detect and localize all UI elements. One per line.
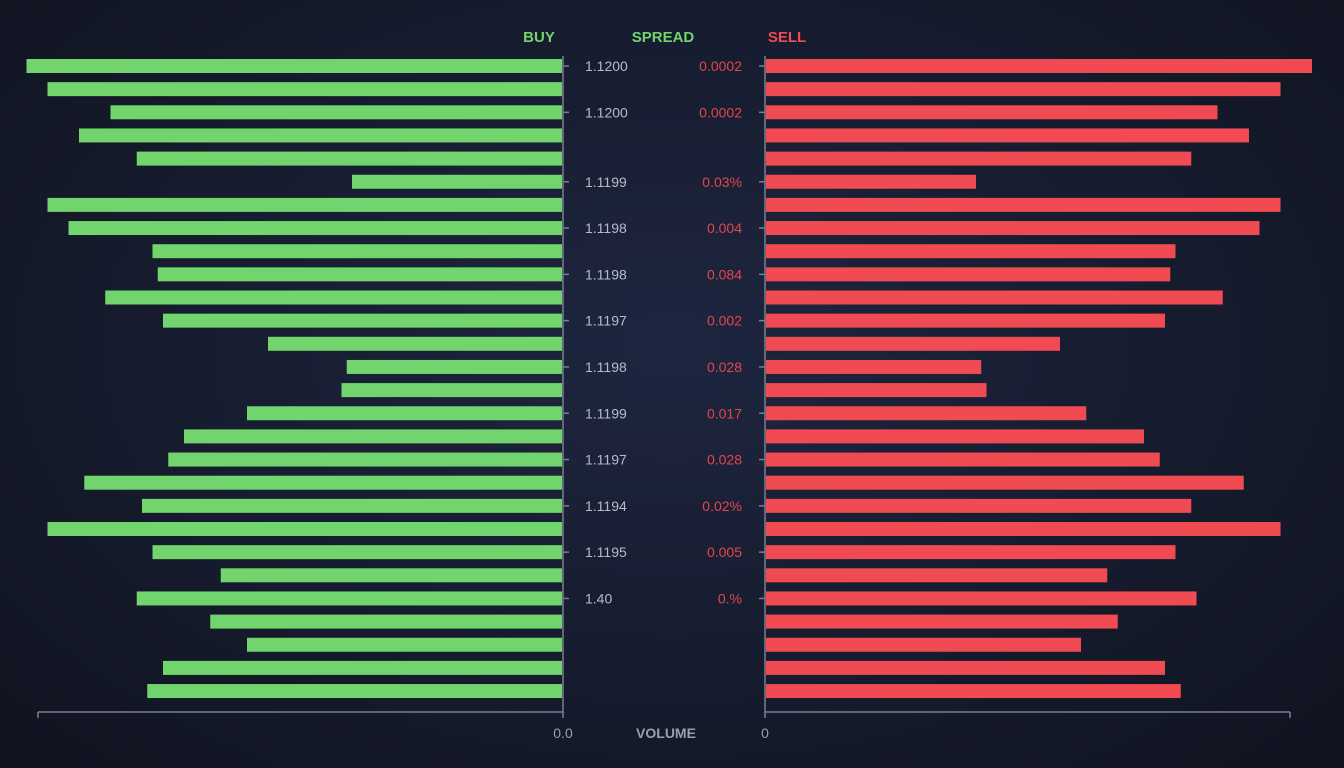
price-label: 1.1197 [585, 452, 627, 468]
price-label: 1.1198 [585, 266, 627, 282]
sell-bar [766, 59, 1312, 73]
spread-label: 0.028 [707, 359, 742, 375]
buy-bar [352, 174, 562, 189]
buy-x-tick-label: 0.0 [553, 725, 573, 741]
buy-bar [136, 591, 562, 606]
price-label: 1.1194 [585, 498, 627, 514]
buy-bar [47, 82, 562, 97]
sell-bar [766, 591, 1197, 606]
sell-x-tick-label: 0 [761, 725, 769, 741]
spread-label: 0.002 [707, 313, 742, 329]
spread-label: 0.028 [707, 452, 742, 468]
sell-bar [766, 290, 1223, 305]
sell-header: SELL [768, 29, 806, 46]
sell-bar [766, 383, 987, 398]
sell-bar [766, 684, 1181, 699]
sell-bar [766, 105, 1218, 120]
buy-bar [168, 452, 562, 467]
spread-label: 0.005 [707, 544, 742, 560]
buy-bar [346, 359, 562, 374]
sell-bar [766, 452, 1160, 467]
sell-bar [766, 244, 1176, 259]
buy-bar [47, 522, 562, 536]
sell-bar [766, 429, 1144, 444]
buy-bar [163, 660, 562, 675]
spread-label: 0.% [718, 590, 742, 606]
buy-bar [47, 197, 562, 212]
price-label: 1.1200 [585, 104, 628, 120]
buy-bar [184, 429, 562, 444]
sell-bar [766, 151, 1192, 166]
sell-bar [766, 475, 1244, 490]
buy-bar [68, 221, 562, 236]
buy-header: BUY [523, 29, 555, 46]
sell-bar [766, 614, 1118, 629]
buy-bar [152, 545, 562, 560]
spread-header: SPREAD [632, 29, 695, 46]
sell-bar [766, 545, 1176, 560]
price-label: 1.1199 [585, 174, 627, 190]
x-axis-label: VOLUME [636, 725, 696, 741]
sell-bar [766, 359, 982, 374]
sell-bar [766, 221, 1260, 236]
price-label: 1.1197 [585, 313, 627, 329]
buy-bar [341, 383, 562, 398]
price-label: 1.1198 [585, 220, 627, 236]
buy-bar [110, 105, 562, 120]
buy-bar [247, 637, 562, 652]
spread-label: 0.084 [707, 266, 742, 282]
sell-bar [766, 82, 1281, 97]
spread-label: 0.0002 [699, 104, 742, 120]
buy-bar [84, 475, 562, 490]
price-label: 1.1199 [585, 405, 627, 421]
buy-bar [152, 244, 562, 259]
price-label: 1.40 [585, 590, 612, 606]
spread-label: 0.004 [707, 220, 742, 236]
buy-bar [247, 406, 562, 421]
buy-bar [220, 568, 562, 583]
sell-bar [766, 498, 1192, 513]
price-label: 1.1198 [585, 359, 627, 375]
buy-bar [26, 59, 562, 73]
spread-label: 0.03% [702, 174, 742, 190]
sell-bar [766, 406, 1087, 421]
sell-bar [766, 522, 1281, 536]
spread-label: 0.0002 [699, 58, 742, 74]
price-label: 1.1200 [585, 58, 628, 74]
buy-bar [79, 128, 562, 143]
buy-bar [142, 498, 562, 513]
buy-bar [105, 290, 562, 305]
sell-bar [766, 660, 1165, 675]
sell-bar [766, 313, 1165, 328]
buy-bar [157, 267, 562, 282]
buy-bar [136, 151, 562, 166]
sell-bar [766, 637, 1081, 652]
sell-bar [766, 174, 976, 189]
buy-bar [163, 313, 562, 328]
sell-bar [766, 336, 1060, 351]
spread-label: 0.017 [707, 405, 742, 421]
sell-bar [766, 568, 1108, 583]
buy-bar [147, 684, 562, 699]
sell-bar [766, 197, 1281, 212]
buy-bar [210, 614, 562, 629]
sell-bar [766, 267, 1171, 282]
spread-label: 0.02% [702, 498, 742, 514]
buy-bar [268, 336, 562, 351]
sell-bar [766, 128, 1249, 143]
price-label: 1.1195 [585, 544, 627, 560]
